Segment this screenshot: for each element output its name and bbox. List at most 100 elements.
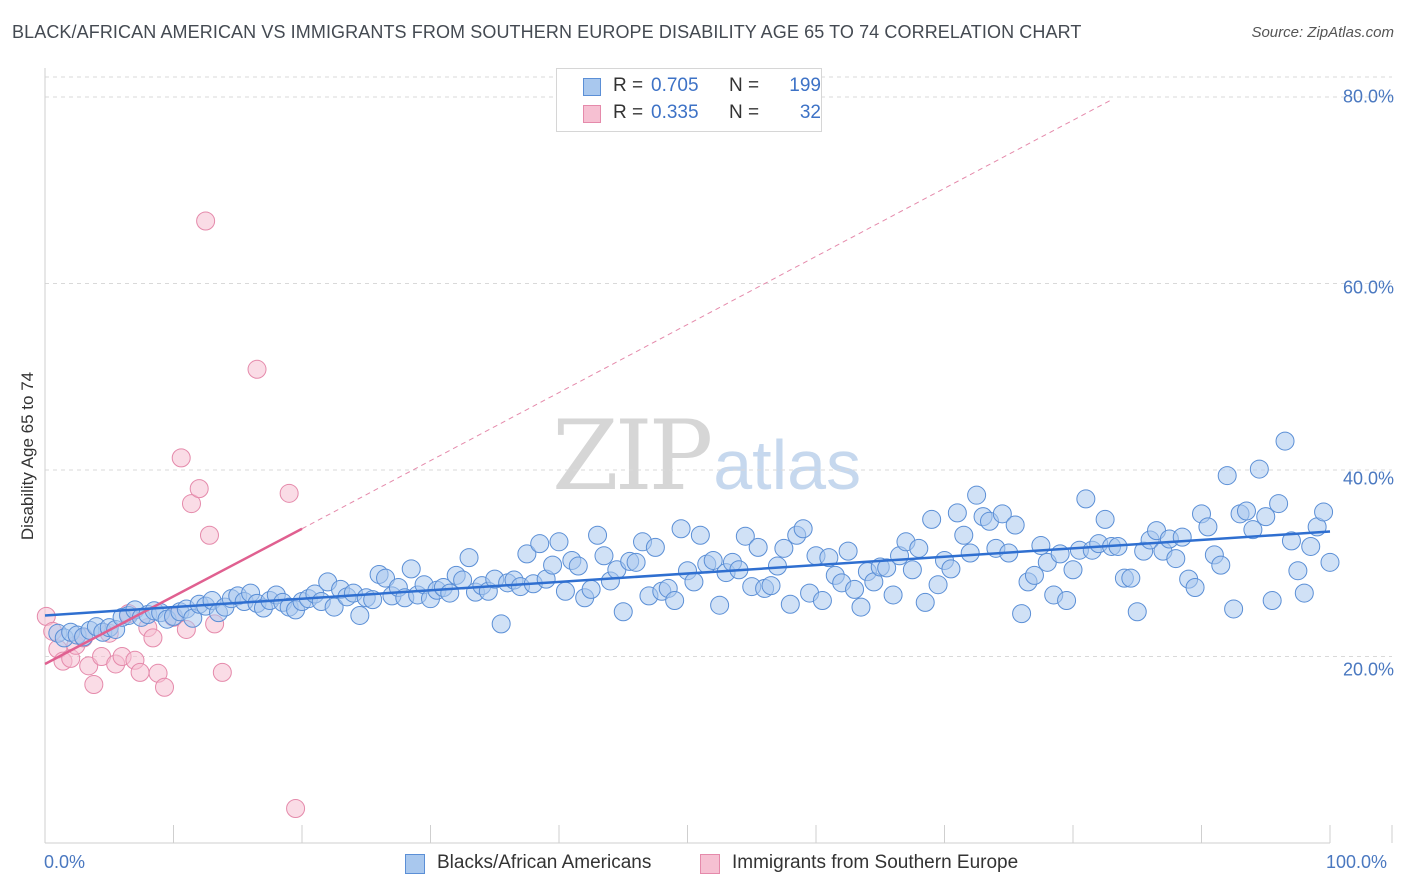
pink-point: [130, 662, 150, 682]
blue-point: [845, 579, 865, 599]
blue-point: [1198, 517, 1218, 537]
legend-r-label: R =: [613, 102, 644, 123]
bottom-legend-label-pink: Immigrants from Southern Europe: [732, 852, 1019, 873]
legend-n-value-blue: 199: [789, 75, 821, 96]
blue-point: [902, 560, 922, 580]
blue-point: [883, 585, 903, 605]
blue-point: [530, 534, 550, 554]
pink-point: [171, 448, 191, 468]
blue-point: [748, 537, 768, 557]
blue-point: [967, 485, 987, 505]
blue-point: [915, 592, 935, 612]
blue-point: [1172, 527, 1192, 547]
blue-point: [324, 597, 344, 617]
pink-trend-line: [44, 527, 303, 666]
blue-point: [613, 602, 633, 622]
blue-series-points: [48, 431, 1340, 648]
y-tick-label-60: 60.0%: [1342, 277, 1394, 298]
blue-point: [1256, 507, 1276, 527]
blue-point: [626, 552, 646, 572]
y-tick-label-20: 20.0%: [1342, 659, 1394, 680]
blue-point: [1211, 555, 1231, 575]
legend-n-label: N =: [729, 102, 760, 123]
blue-point: [928, 575, 948, 595]
blue-point: [671, 519, 691, 539]
stats-legend: R = 0.705 N = 199 R = 0.335 N = 32: [556, 68, 822, 132]
blue-point: [703, 550, 723, 570]
blue-point: [922, 509, 942, 529]
blue-point: [491, 614, 511, 634]
blue-point: [761, 576, 781, 596]
blue-point: [1275, 431, 1295, 451]
blue-point: [1294, 583, 1314, 603]
chart-title: BLACK/AFRICAN AMERICAN VS IMMIGRANTS FRO…: [12, 22, 1082, 42]
blue-point: [1185, 577, 1205, 597]
blue-point: [941, 559, 961, 579]
blue-point: [1281, 531, 1301, 551]
blue-point: [1166, 549, 1186, 569]
blue-point: [594, 546, 614, 566]
x-tick-label-min: 0.0%: [44, 852, 86, 872]
pink-point: [212, 662, 232, 682]
blue-point: [645, 537, 665, 557]
blue-point: [1127, 602, 1147, 622]
blue-point: [780, 594, 800, 614]
axes: [44, 68, 1393, 844]
trend-lines: [44, 99, 1331, 666]
legend-swatch-blue: [583, 78, 601, 96]
blue-point: [877, 558, 897, 578]
legend-n-label: N =: [729, 75, 760, 96]
blue-point: [1269, 494, 1289, 514]
pink-point: [181, 494, 201, 514]
blue-point: [1063, 560, 1083, 580]
legend-r-value-blue: 0.705: [651, 75, 699, 96]
pink-point: [196, 211, 216, 231]
blue-point: [543, 555, 563, 575]
blue-point: [992, 504, 1012, 524]
blue-point: [1262, 591, 1282, 611]
blue-point: [1243, 520, 1263, 540]
blue-trend-line: [44, 530, 1331, 617]
y-axis-label: Disability Age 65 to 74: [18, 371, 37, 541]
legend-n-value-pink: 32: [799, 102, 821, 123]
blue-point: [1301, 536, 1321, 556]
blue-point: [665, 591, 685, 611]
y-tick-label-80: 80.0%: [1342, 86, 1394, 107]
blue-point: [851, 597, 871, 617]
blue-point: [376, 568, 396, 588]
pink-series-points: [36, 211, 306, 818]
pink-trend-extension: [301, 99, 1112, 530]
blue-point: [735, 526, 755, 546]
blue-point: [960, 543, 980, 563]
blue-point: [568, 556, 588, 576]
blue-point: [459, 548, 479, 568]
blue-point: [1236, 501, 1256, 521]
blue-point: [1224, 599, 1244, 619]
blue-point: [684, 572, 704, 592]
bottom-legend-swatch-pink: [700, 854, 720, 874]
blue-point: [581, 579, 601, 599]
blue-point: [1288, 561, 1308, 581]
pink-point: [84, 674, 104, 694]
blue-point: [690, 525, 710, 545]
blue-point: [401, 559, 421, 579]
pink-point: [155, 677, 175, 697]
blue-point: [812, 591, 832, 611]
pink-point: [286, 798, 306, 818]
x-tick-label-max: 100.0%: [1326, 852, 1388, 872]
blue-point: [555, 581, 575, 601]
blue-point: [1005, 515, 1025, 535]
blue-point: [1320, 552, 1340, 572]
blue-point: [954, 525, 974, 545]
blue-point: [1095, 509, 1115, 529]
pink-point: [199, 525, 219, 545]
blue-point: [549, 532, 569, 552]
legend-r-value-pink: 0.335: [651, 102, 699, 123]
y-tick-label-40: 40.0%: [1342, 468, 1394, 489]
blue-point: [1057, 591, 1077, 611]
pink-point: [247, 359, 267, 379]
bottom-legend-swatch-blue: [405, 854, 425, 874]
blue-point: [588, 525, 608, 545]
pink-point: [143, 628, 163, 648]
